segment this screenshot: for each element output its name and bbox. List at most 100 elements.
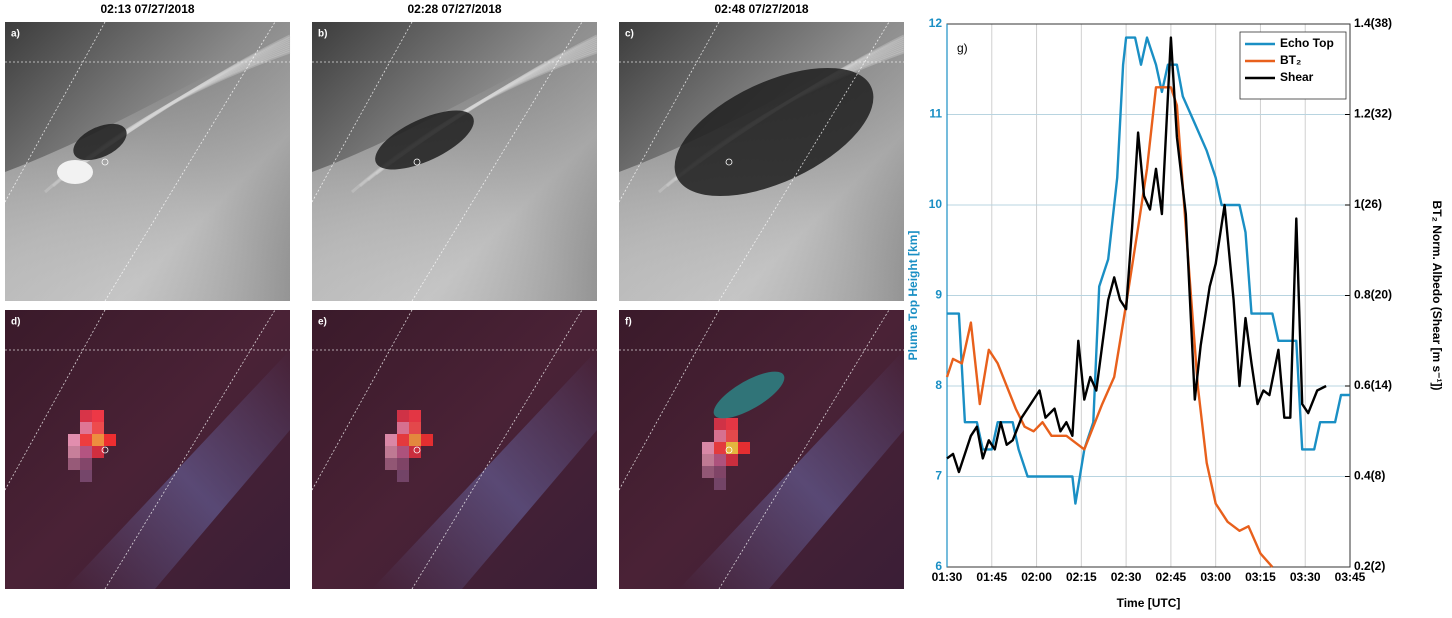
pixel [714, 466, 726, 478]
pixel [397, 422, 409, 434]
pixel [104, 434, 116, 446]
y-tick-label: 11 [929, 107, 942, 121]
dashed-line [718, 309, 890, 590]
marker [101, 446, 109, 454]
pixel [726, 442, 738, 454]
image-panel: d) [4, 309, 290, 590]
pixel [80, 470, 92, 482]
pixel [80, 458, 92, 470]
x-tick-label: 03:30 [1290, 570, 1321, 584]
plume-cyan [713, 371, 785, 419]
panel-label: e) [318, 317, 327, 328]
y-tick-label: 10 [929, 197, 943, 211]
pixel [714, 442, 726, 454]
panel-label: c) [625, 29, 634, 40]
legend-label: BT₂ [1280, 53, 1301, 67]
y2-tick-label: 0.4(8) [1354, 469, 1385, 483]
y2-tick-label: 1.4(38) [1354, 16, 1392, 30]
pixel [397, 446, 409, 458]
plume-shadow [73, 123, 127, 161]
y2-tick-label: 0.6(14) [1354, 378, 1392, 392]
pixel [714, 418, 726, 430]
pixel [68, 434, 80, 446]
panel-title: 02:28 07/27/2018 [407, 2, 501, 16]
cloud-streak [52, 48, 291, 188]
pixel [714, 454, 726, 466]
pixel [80, 422, 92, 434]
image-panel: f) [618, 309, 904, 590]
y-tick-label: 12 [929, 16, 943, 30]
pixel [409, 422, 421, 434]
panel-label: d) [11, 317, 20, 328]
chart: 01:30 01:45 02:00 02:15 02:30 02:45 03:00 03:15… [906, 16, 1444, 610]
pixel [702, 466, 714, 478]
pixel [397, 458, 409, 470]
pixel [92, 422, 104, 434]
series-line [947, 36, 1350, 505]
x-tick-label: 02:15 [1066, 570, 1097, 584]
x-tick-label: 02:45 [1156, 570, 1187, 584]
annotation: g) [957, 41, 968, 55]
image-panel: b) [311, 21, 598, 302]
series-line [945, 86, 1274, 568]
marker [413, 446, 421, 454]
cloud-streak [100, 36, 291, 152]
panel-title: 02:13 07/27/2018 [100, 2, 194, 16]
marker [725, 158, 733, 166]
legend-label: Shear [1280, 70, 1314, 84]
pixel [409, 410, 421, 422]
y-tick-label: 6 [935, 559, 942, 573]
image-panels: a) 02:13 07/27/2018 b) 02:28 07/27/2018 c) 02… [4, 2, 905, 590]
y2-tick-label: 1.2(32) [1354, 107, 1392, 121]
image-panel: a) [4, 21, 291, 302]
plume-shadow [674, 67, 874, 197]
pixel [92, 434, 104, 446]
panel-label: a) [11, 29, 20, 40]
y2-tick-label: 1(26) [1354, 197, 1382, 211]
pixel [80, 434, 92, 446]
y2-axis-label: BT₂ Norm. Albedo (Shear [m s⁻¹]) [1430, 201, 1444, 391]
pixel [702, 442, 714, 454]
pixel [80, 410, 92, 422]
pixel [409, 434, 421, 446]
x-tick-label: 02:30 [1111, 570, 1142, 584]
pixel [68, 446, 80, 458]
pixel [421, 434, 433, 446]
pixel [385, 434, 397, 446]
panel-label: b) [318, 29, 327, 40]
panel-title: 02:48 07/27/2018 [714, 2, 808, 16]
blue-band [372, 350, 597, 589]
y-tick-label: 9 [935, 288, 942, 302]
pixel [80, 446, 92, 458]
y2-tick-label: 0.8(20) [1354, 288, 1392, 302]
panel-label: f) [625, 317, 632, 328]
x-tick-label: 02:00 [1021, 570, 1052, 584]
y-axis-label: Plume Top Height [km] [906, 231, 920, 361]
pixel [68, 458, 80, 470]
pixel [92, 410, 104, 422]
blue-band [679, 350, 904, 589]
marker [101, 158, 109, 166]
cloud-texture [5, 32, 290, 301]
plume-shadow [375, 110, 474, 170]
image-panel: c) [618, 21, 905, 302]
cloud-texture [312, 32, 597, 301]
dashed-line [411, 309, 583, 590]
dashed-line [411, 21, 583, 302]
y2-tick-label: 0.2(2) [1354, 559, 1385, 573]
x-tick-label: 03:15 [1245, 570, 1276, 584]
pixel [385, 446, 397, 458]
series-line [946, 36, 1327, 474]
pixel [726, 430, 738, 442]
pixel [397, 470, 409, 482]
x-tick-label: 03:00 [1200, 570, 1231, 584]
x-tick-label: 01:45 [976, 570, 1007, 584]
pixel [714, 430, 726, 442]
legend-label: Echo Top [1280, 36, 1334, 50]
pixel [702, 454, 714, 466]
pixel [92, 446, 104, 458]
marker [725, 446, 733, 454]
pixel [726, 418, 738, 430]
marker [413, 158, 421, 166]
